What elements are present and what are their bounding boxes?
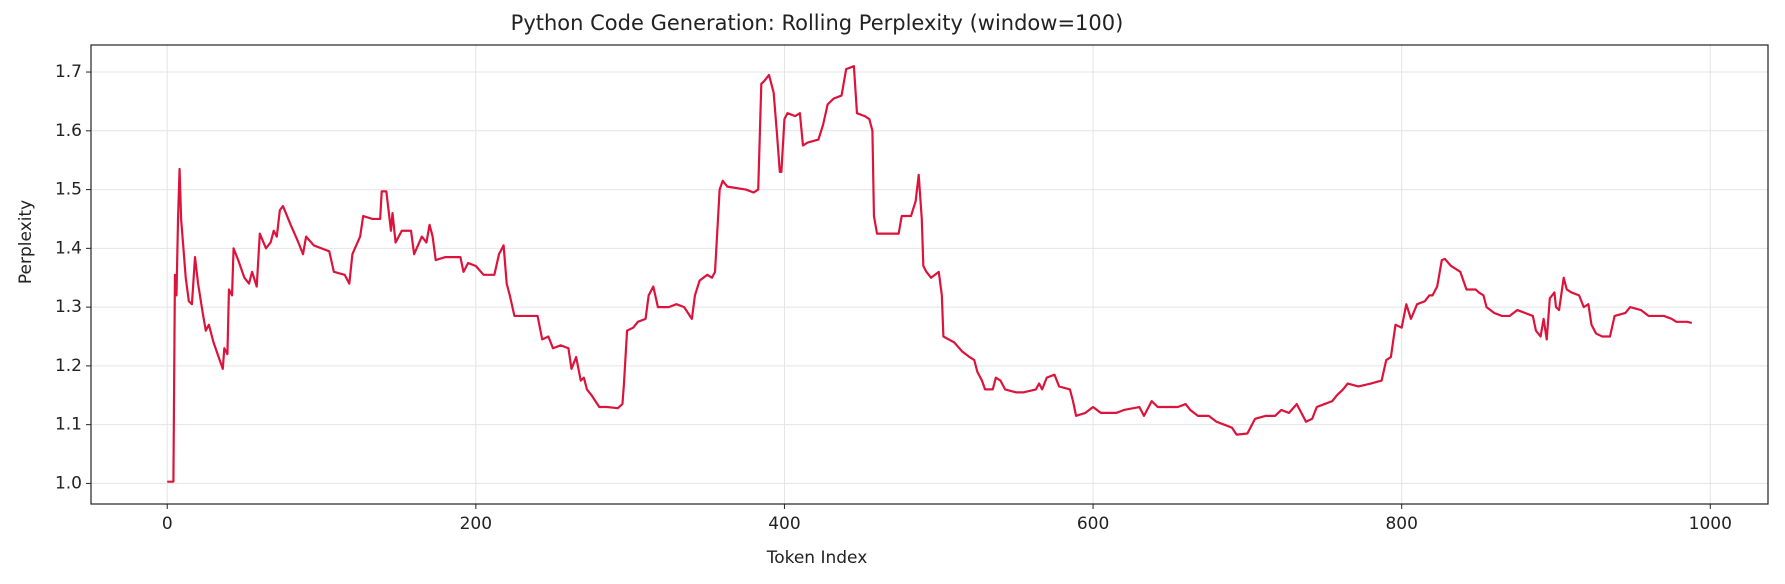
y-tick-label: 1.0 [55,473,82,493]
data-line [167,65,1693,483]
x-tick-label: 800 [1385,514,1417,534]
y-tick-label: 1.1 [55,415,82,435]
x-tick-label: 1000 [1689,514,1732,534]
y-tick-label: 1.3 [55,297,82,317]
x-tick-label: 400 [768,514,800,534]
y-tick-label: 1.7 [55,62,82,82]
y-tick-label: 1.2 [55,356,82,376]
y-tick-label: 1.6 [55,121,82,141]
x-tick-label: 200 [460,514,492,534]
x-tick-label: 600 [1077,514,1109,534]
y-tick-label: 1.5 [55,180,82,200]
x-axis-label: Token Index [766,548,868,568]
y-tick-label: 1.4 [55,238,82,258]
chart-title: Python Code Generation: Rolling Perplexi… [511,11,1124,35]
x-tick-label: 0 [162,514,173,534]
y-axis-label: Perplexity [16,200,36,284]
plot-frame [90,44,1769,505]
